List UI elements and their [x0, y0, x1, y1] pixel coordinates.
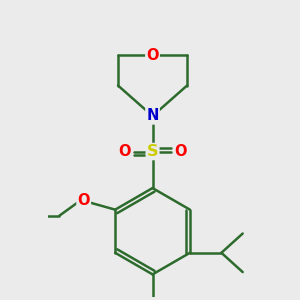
Text: O: O	[118, 144, 131, 159]
Text: N: N	[146, 109, 159, 124]
Text: O: O	[146, 48, 159, 63]
Text: O: O	[174, 144, 187, 159]
Text: S: S	[147, 144, 158, 159]
Text: O: O	[77, 193, 90, 208]
